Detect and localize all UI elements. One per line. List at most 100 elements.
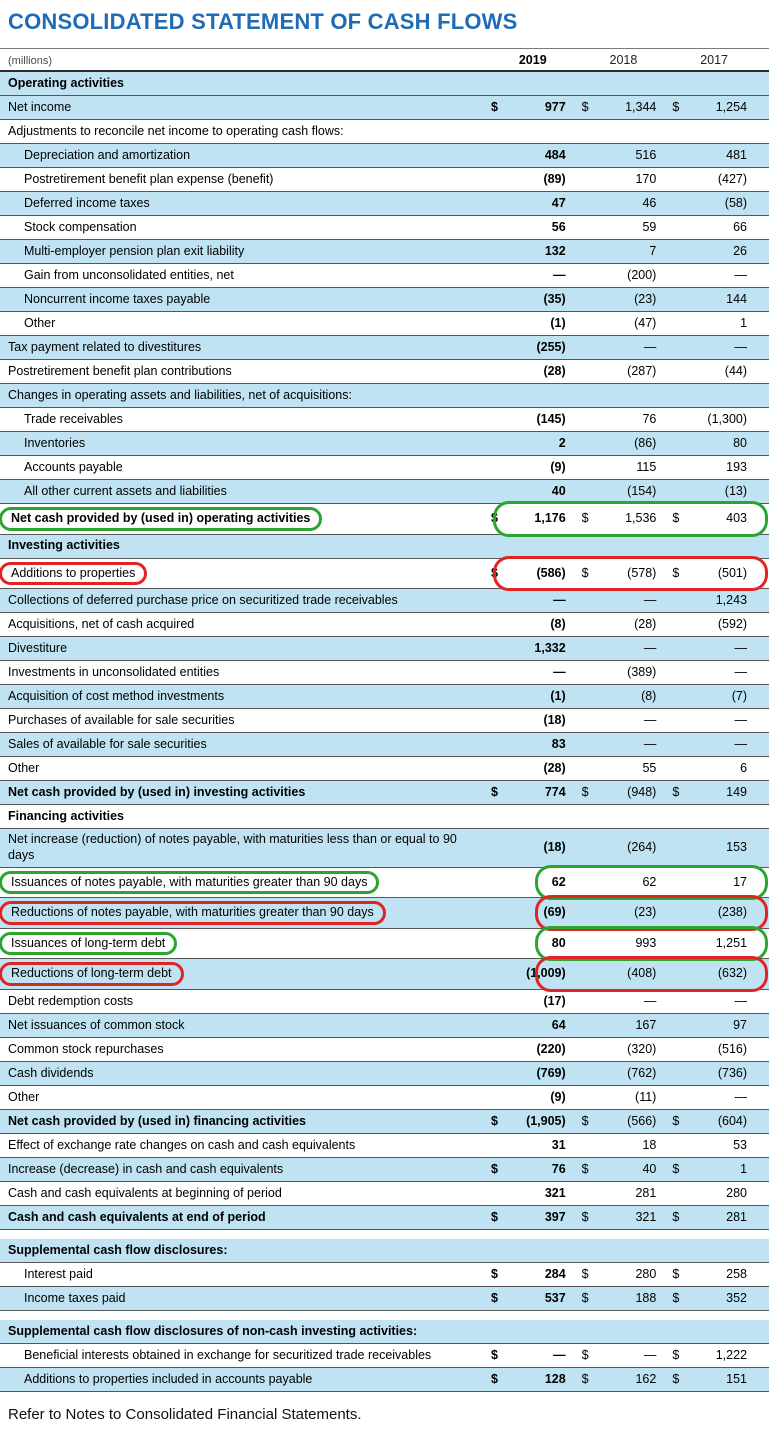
cell-value: 59	[642, 219, 657, 234]
cell-value: (200)	[627, 267, 657, 282]
table-row: Divestiture 1,332 — —	[0, 637, 769, 662]
table-row: Inventories 2 (86) 80	[0, 432, 769, 456]
row-label-cell: Acquisitions, net of cash acquired	[0, 614, 483, 636]
cell-value: 481	[726, 147, 748, 162]
table-row: Acquisitions, net of cash acquired (8) (28…	[0, 613, 769, 638]
value-cell-2017: 1,251	[664, 936, 755, 952]
value-cell-2018: (23)	[574, 905, 665, 921]
value-cell-2017: (13)	[664, 484, 755, 500]
cell-value: —	[734, 664, 748, 679]
value-cell-2018: (28)	[574, 617, 665, 633]
value-cell-2017: (7)	[664, 689, 755, 705]
cell-value: (9)	[550, 1089, 566, 1104]
cell-value: (238)	[717, 905, 748, 920]
cell-value: —	[734, 640, 748, 655]
row-values: $397 $321 $281	[483, 1206, 769, 1229]
row-label: Interest paid	[24, 1266, 93, 1281]
row-label-cell: Postretirement benefit plan contribution…	[0, 361, 483, 383]
value-cell-2019: $537	[483, 1291, 574, 1307]
cell-value: 7	[649, 243, 657, 258]
row-values: 56 59 66	[483, 216, 769, 239]
value-cell-2019: (18)	[483, 713, 574, 729]
row-values: (1) (8) (7)	[483, 685, 769, 708]
row-values: $ (586) $ (578) $ (501)	[483, 555, 769, 592]
row-values: $ (1,905) $ (566) $ (604)	[483, 1110, 769, 1133]
row-values: (18) — —	[483, 709, 769, 732]
cell-value: 132	[544, 243, 566, 258]
table-row: Additions to properties $ (586) $ (578) $ (501…	[0, 555, 769, 592]
value-cell-2018: 115	[574, 460, 665, 476]
row-label-cell: Supplemental cash flow disclosures of no…	[0, 1321, 483, 1343]
row-values: $774 $ (948) $149	[483, 781, 769, 804]
value-cell-2019: 47	[483, 196, 574, 212]
cell-value: 56	[551, 219, 566, 234]
cell-value: 280	[635, 1266, 657, 1281]
row-label-cell: Beneficial interests obtained in exchang…	[0, 1345, 483, 1367]
row-label: Stock compensation	[24, 219, 137, 234]
row-label: Tax payment related to divestitures	[8, 339, 202, 354]
value-cell-2017: (632)	[664, 966, 755, 982]
dollar-sign: $	[491, 784, 498, 799]
cell-value: (1,009)	[526, 966, 566, 981]
table-row: Cash and cash equivalents at beginning o…	[0, 1182, 769, 1206]
table-row: Reductions of long-term debt (1,009) (408)…	[0, 956, 769, 992]
cell-value: 993	[635, 935, 657, 950]
value-cell-2019: (17)	[483, 994, 574, 1010]
value-cell-2018: $1,536	[574, 511, 665, 527]
cell-value: (769)	[536, 1065, 566, 1080]
cell-value: 153	[726, 840, 748, 855]
units-label: (millions)	[8, 55, 52, 67]
row-label-cell: Depreciation and amortization	[0, 145, 483, 167]
row-values: 64 167 97	[483, 1014, 769, 1037]
value-cell-2018: 59	[574, 220, 665, 236]
dollar-sign: $	[672, 1161, 680, 1176]
table-row: Issuances of long-term debt 80 993 1,251	[0, 925, 769, 962]
table-row: Postretirement benefit plan expense (ben…	[0, 168, 769, 192]
cell-value: 55	[642, 760, 657, 775]
table-row: Financing activities	[0, 805, 769, 830]
cell-value: (86)	[634, 435, 657, 450]
table-row: Effect of exchange rate changes on cash …	[0, 1134, 769, 1158]
cell-value: 97	[733, 1017, 748, 1032]
row-values	[483, 535, 769, 558]
row-values: (8) (28) (592)	[483, 613, 769, 636]
cell-value: (8)	[641, 688, 657, 703]
cell-value: —	[643, 993, 657, 1008]
value-cell-2019: (769)	[483, 1066, 574, 1082]
row-label: Acquisition of cost method investments	[8, 688, 225, 703]
dollar-sign: $	[581, 1161, 589, 1176]
table-row: Beneficial interests obtained in exchang…	[0, 1344, 769, 1368]
row-label-cell: Operating activities	[0, 73, 483, 95]
dollar-sign: $	[672, 1266, 680, 1281]
cell-value: (23)	[634, 291, 657, 306]
row-label: Noncurrent income taxes payable	[24, 291, 211, 306]
value-cell-2019: $397	[483, 1210, 574, 1226]
value-cell-2018: $ (948)	[574, 785, 665, 801]
table-row: Issuances of notes payable, with maturit…	[0, 864, 769, 901]
row-values: (69) (23) (238)	[483, 895, 769, 931]
row-values: $ — $ — $1,222	[483, 1344, 769, 1367]
row-label-cell: Purchases of available for sale securiti…	[0, 710, 483, 732]
cell-value: 76	[642, 411, 657, 426]
value-cell-2018: —	[574, 340, 665, 356]
value-cell-2017: $ (604)	[664, 1114, 755, 1130]
row-label-cell: Supplemental cash flow disclosures:	[0, 1240, 483, 1262]
cell-value: (28)	[543, 363, 566, 378]
cell-value: (762)	[627, 1065, 657, 1080]
row-values: (9) (11) —	[483, 1086, 769, 1109]
cell-value: 18	[642, 1137, 657, 1152]
cell-value: (35)	[543, 291, 566, 306]
cell-value: 352	[726, 1290, 748, 1305]
row-label-cell: Sales of available for sale securities	[0, 734, 483, 756]
cell-value: 1,344	[625, 99, 657, 114]
row-label-cell: Net cash provided by (used in) financing…	[0, 1111, 483, 1133]
cell-value: (586)	[536, 565, 566, 580]
row-values: 1,332 — —	[483, 637, 769, 660]
cell-value: 170	[635, 171, 657, 186]
row-values: $977 $1,344 $1,254	[483, 96, 769, 119]
value-cell-2018: 170	[574, 172, 665, 188]
row-values: 321 281 280	[483, 1182, 769, 1205]
cell-value: 1,536	[625, 511, 657, 525]
row-values: (220) (320) (516)	[483, 1038, 769, 1061]
row-label-cell: Accounts payable	[0, 457, 483, 479]
